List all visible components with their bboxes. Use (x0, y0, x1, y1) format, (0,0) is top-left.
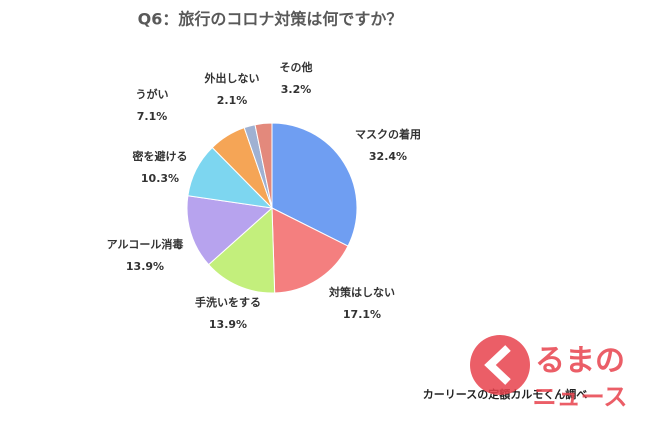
slice-label: その他 (280, 60, 313, 74)
value-label: 17.1% (343, 308, 381, 321)
slice-label: マスクの着用 (355, 127, 421, 141)
logo: るまの ニュース (470, 335, 627, 411)
logo-text: るまの (535, 344, 625, 379)
value-label: 2.1% (217, 94, 248, 107)
logo-text: ニュース (533, 383, 628, 411)
slice-label: 対策はしない (328, 285, 395, 299)
slice-label: 外出しない (204, 71, 260, 85)
slice-label: 手洗いをする (195, 295, 261, 309)
logo-arrow (484, 345, 511, 385)
slice-label: 密を避ける (133, 149, 188, 163)
value-label: 32.4% (369, 150, 407, 163)
value-label: 10.3% (141, 172, 179, 185)
pie-slice (271, 122, 358, 247)
pie-slice (207, 206, 276, 294)
logo-mark (470, 335, 530, 395)
value-label: 7.1% (137, 110, 168, 123)
value-label: 13.9% (126, 260, 164, 273)
pie-slice (271, 207, 349, 294)
value-label: 13.9% (209, 318, 247, 331)
slice-label: アルコール消毒 (107, 237, 184, 251)
chart-title: Q6：旅行のコロナ対策は何ですか？ (138, 10, 403, 29)
value-label: 3.2% (281, 83, 312, 96)
pie-slice (186, 195, 274, 266)
slice-label: うがい (136, 87, 169, 101)
pie-slice (254, 122, 273, 209)
